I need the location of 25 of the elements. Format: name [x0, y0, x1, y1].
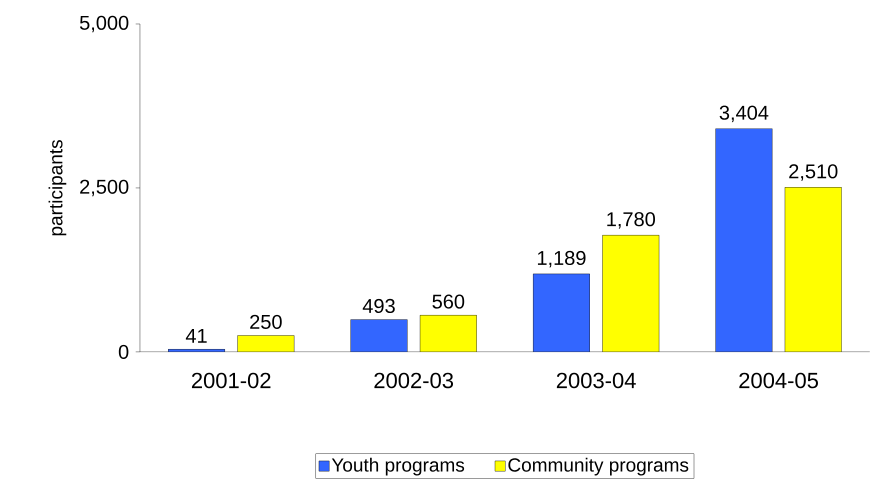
- data-label: 41: [186, 329, 207, 343]
- data-label: 1,780: [607, 212, 656, 229]
- bar: [602, 235, 660, 352]
- y-tick-label: 2,500: [80, 180, 128, 196]
- legend-label: Youth programs: [332, 458, 464, 476]
- x-tick-label: 2003-04: [556, 372, 636, 388]
- x-tick-label: 2002-03: [374, 372, 454, 388]
- bar: [237, 335, 294, 352]
- bar: [420, 315, 477, 352]
- y-tick-label: 0: [118, 344, 128, 360]
- data-label: 250: [250, 314, 282, 330]
- data-label: 1,189: [538, 250, 586, 268]
- legend-label: Community programs: [508, 458, 688, 476]
- data-label: 3,404: [720, 106, 768, 122]
- y-tick-label: 5,000: [80, 16, 128, 32]
- bar: [532, 274, 590, 352]
- x-tick-label: 2004-05: [739, 372, 818, 388]
- data-label: 2,510: [789, 164, 838, 181]
- data-label: 560: [432, 294, 464, 309]
- y-axis-title: participants: [48, 140, 66, 236]
- bar: [350, 319, 408, 352]
- bar: [784, 187, 842, 352]
- data-label: 493: [362, 298, 395, 314]
- x-tick-label: 2001-02: [192, 372, 270, 388]
- bar: [715, 128, 772, 352]
